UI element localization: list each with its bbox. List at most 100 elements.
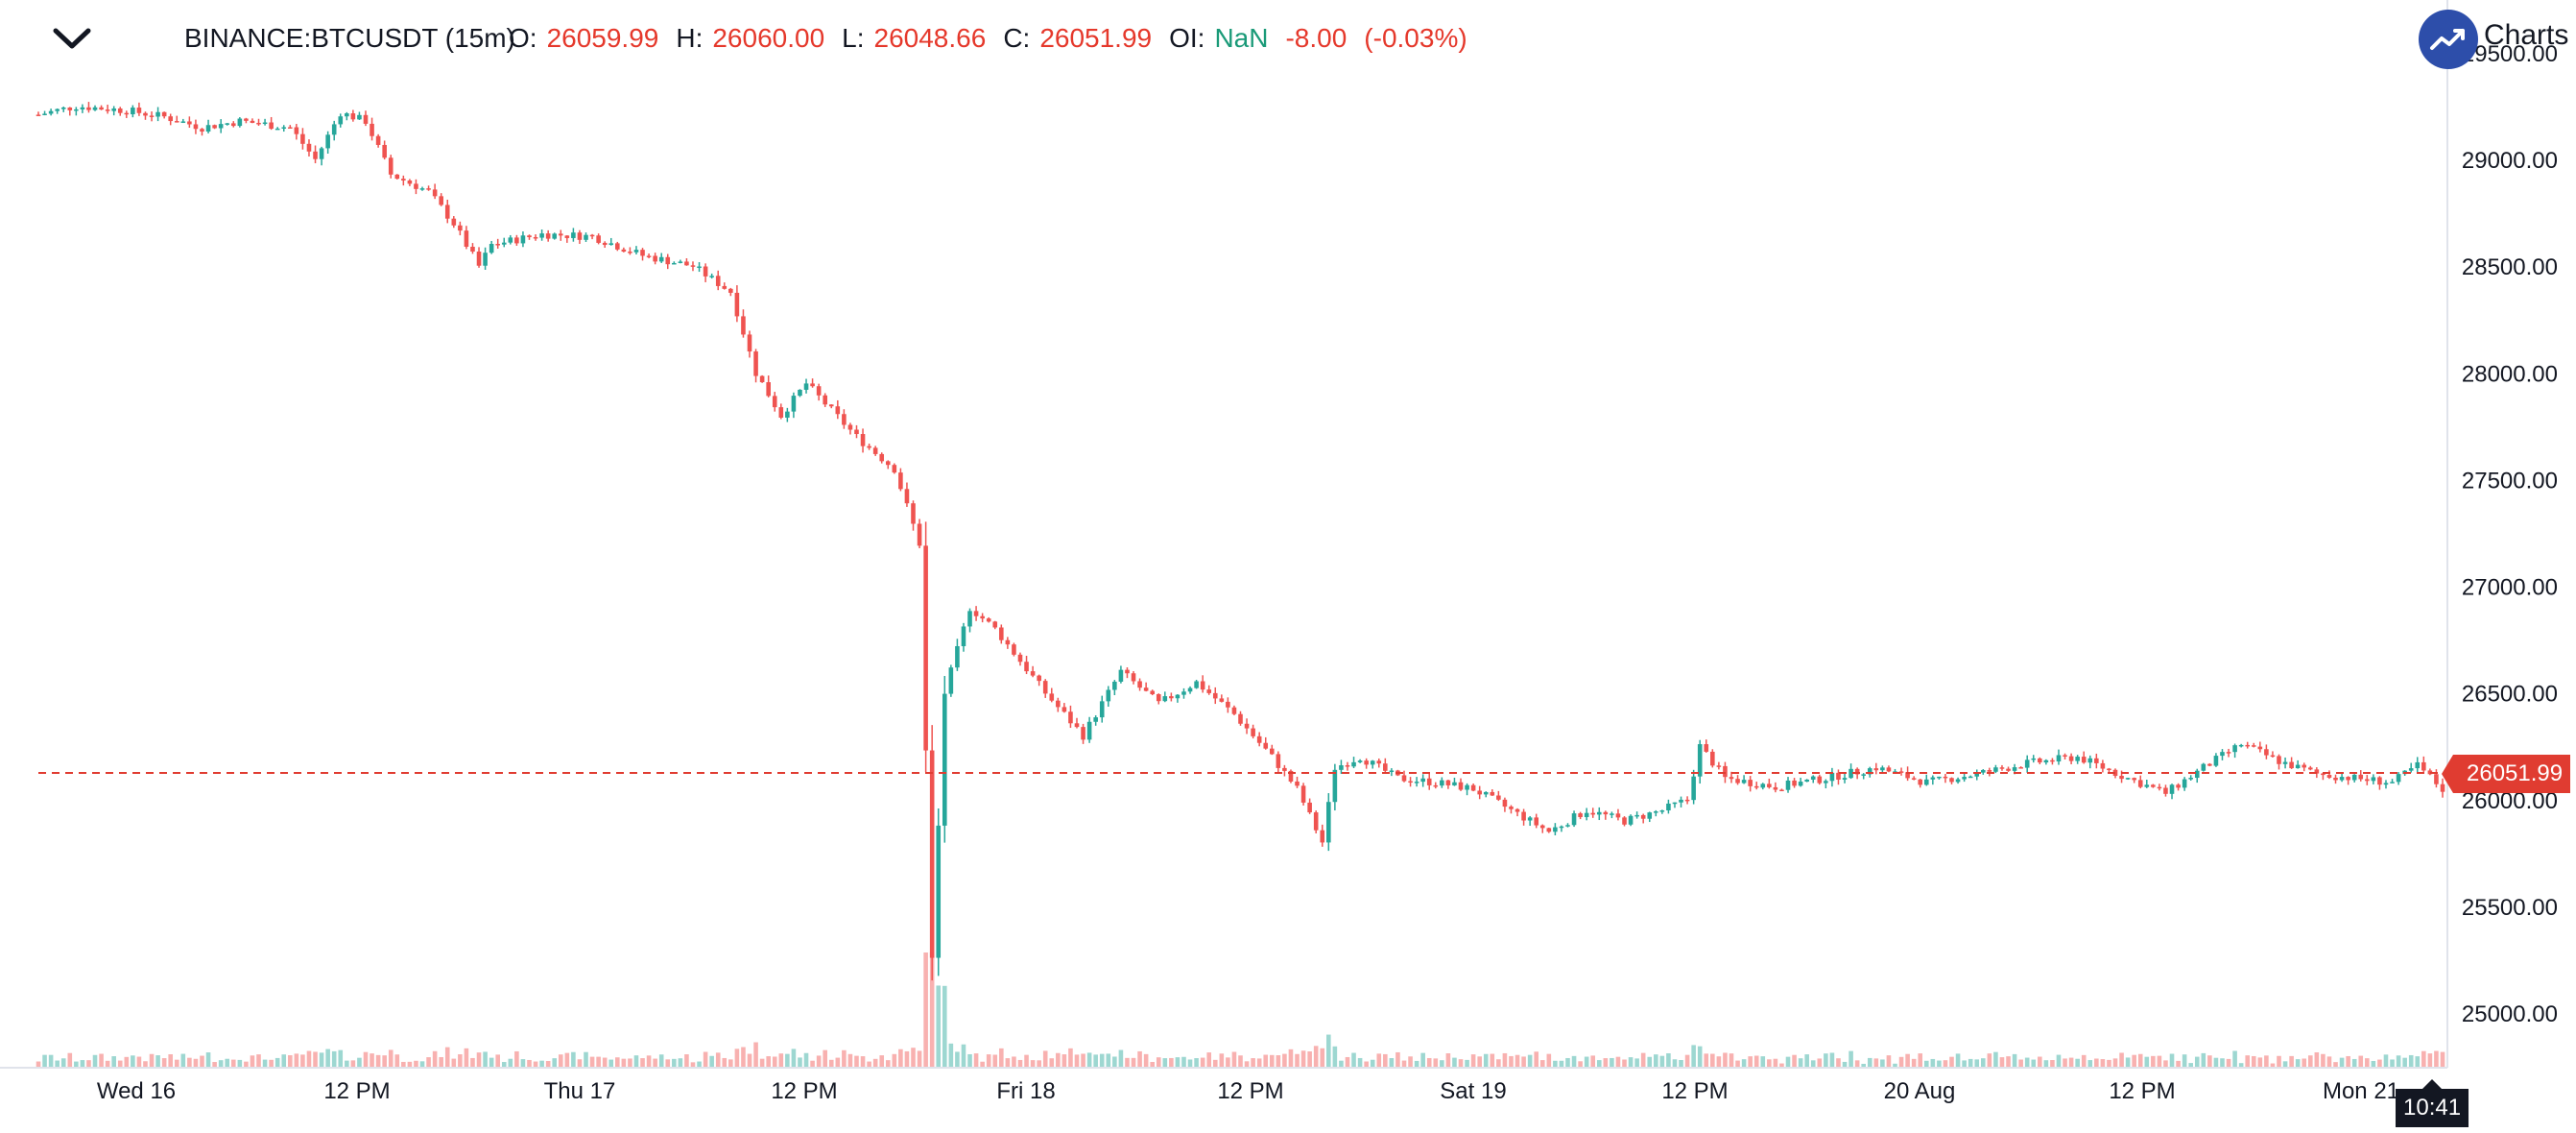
candle-body <box>1691 776 1696 801</box>
volume-bar <box>1937 1060 1942 1068</box>
volume-bar <box>1647 1056 1653 1068</box>
candle-body <box>1735 779 1740 783</box>
candle-body <box>1716 765 1722 767</box>
volume-bar <box>2314 1051 2320 1068</box>
time-axis[interactable]: Wed 16 12 PM Thu 17 12 PM Fri 18 12 PM Sat 19 1… <box>97 1078 2399 1104</box>
volume-bar <box>2307 1055 2313 1068</box>
candle-body <box>2201 763 2206 771</box>
price-axis[interactable]: 25000.0025500.0026000.0026500.0027000.00… <box>2462 41 2558 1027</box>
volume-bar <box>608 1059 614 1068</box>
volume-bar <box>2176 1060 2181 1068</box>
volume-bar <box>1263 1054 1269 1068</box>
volume-bar <box>2326 1056 2332 1068</box>
candle-body <box>1440 780 1444 786</box>
candle-body <box>2383 783 2389 785</box>
volume-bar <box>514 1050 519 1068</box>
candle-body <box>2295 764 2301 769</box>
candle-body <box>1968 776 1973 779</box>
candle-body <box>2220 752 2225 757</box>
candle-body <box>584 234 588 240</box>
collapse-legend-button[interactable] <box>48 15 96 63</box>
volume-bar <box>1974 1059 1980 1068</box>
candle-body <box>274 128 280 131</box>
volume-bar <box>1810 1060 1816 1068</box>
time-tick-label: Fri 18 <box>996 1078 1055 1104</box>
symbol-title[interactable]: BINANCE:BTCUSDT (15m) <box>184 23 515 53</box>
time-tick-label: Thu 17 <box>544 1078 616 1104</box>
candle-body <box>55 108 60 111</box>
volume-bar <box>55 1060 60 1068</box>
volume-bar <box>1256 1058 1262 1068</box>
volume-bar <box>1666 1052 1671 1068</box>
volume-bar <box>345 1060 349 1068</box>
candle-body <box>1918 779 1923 785</box>
volume-bar <box>1156 1057 1161 1068</box>
volume-bar <box>60 1058 66 1068</box>
volume-bar <box>131 1055 135 1068</box>
volume-bar <box>2396 1055 2401 1068</box>
volume-bar <box>174 1059 179 1068</box>
candle-body <box>92 107 98 110</box>
candle-body <box>1829 772 1835 782</box>
candle-body <box>798 389 802 397</box>
candle-body <box>501 242 507 245</box>
candle-body <box>1426 778 1432 785</box>
volume-bar <box>753 1042 758 1068</box>
volume-bar <box>2024 1057 2030 1068</box>
candle-body <box>432 189 438 197</box>
charts-logo-button[interactable] <box>2419 10 2478 69</box>
candle-body <box>1748 780 1753 786</box>
volume-bar <box>2295 1059 2301 1068</box>
volume-bar <box>1559 1060 1564 1068</box>
candle-body <box>1741 780 1747 783</box>
volume-bar <box>628 1058 632 1068</box>
candle-body <box>1798 782 1803 786</box>
candle-body <box>1118 669 1124 682</box>
candle-body <box>1684 799 1690 802</box>
volume-bar <box>1187 1059 1193 1068</box>
volume-bar <box>92 1054 98 1068</box>
volume-bar <box>1395 1051 1400 1068</box>
volume-bar <box>2277 1055 2281 1068</box>
volume-bar <box>1993 1051 1998 1068</box>
volume-bar <box>1370 1059 1375 1068</box>
candle-body <box>1849 768 1853 779</box>
candle-body <box>426 188 431 190</box>
candle-body <box>250 120 255 123</box>
candle-body <box>2144 784 2150 787</box>
candle-body <box>1571 813 1577 826</box>
candle-body <box>458 225 463 231</box>
volume-bar <box>187 1057 192 1068</box>
candle-body <box>778 407 784 418</box>
candle-body <box>48 110 54 114</box>
candle-body <box>2094 758 2099 763</box>
candle-body <box>690 265 696 267</box>
candle-body <box>42 113 47 115</box>
candle-body <box>508 237 513 243</box>
volume-bar <box>697 1061 702 1068</box>
branding-text[interactable]: Charts b <box>2484 19 2576 51</box>
volume-bar <box>2182 1054 2187 1068</box>
volume-bar <box>1458 1059 1464 1068</box>
candle-body <box>382 144 387 158</box>
volume-bar <box>1955 1053 1961 1068</box>
candle-body <box>1295 781 1300 786</box>
volume-bar <box>2282 1061 2288 1068</box>
volume-bar <box>759 1058 765 1068</box>
volume-bar <box>476 1052 482 1068</box>
volume-bar <box>1226 1057 1230 1068</box>
volume-bar <box>1401 1060 1407 1068</box>
volume-bar <box>1968 1058 1973 1068</box>
candle-body <box>193 124 199 130</box>
candle-body <box>646 255 652 257</box>
candle-body <box>828 404 834 407</box>
candle-body <box>615 243 620 250</box>
candle-body <box>470 246 475 253</box>
volume-bar <box>1496 1059 1501 1068</box>
volume-bar <box>1024 1054 1029 1068</box>
volume-bar <box>2050 1059 2055 1068</box>
candle-body <box>1074 723 1080 728</box>
volume-bar <box>458 1054 463 1068</box>
